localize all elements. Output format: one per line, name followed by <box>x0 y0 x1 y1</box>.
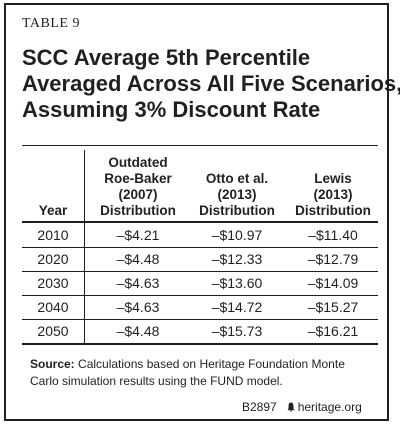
heritage-link[interactable]: heritage.org <box>297 400 362 414</box>
title-line: Averaged Across All Five Scenarios, <box>22 71 400 96</box>
source-label: Source: <box>30 357 75 371</box>
cell-lewis: –$16.21 <box>307 323 359 339</box>
row-divider <box>22 247 378 248</box>
cell-lewis: –$15.27 <box>307 299 359 315</box>
cell-lewis: –$14.09 <box>307 275 359 291</box>
cell-year: 2030 <box>37 275 69 291</box>
cell-roe-baker: –$4.63 <box>116 299 160 315</box>
report-code: B2897 <box>242 400 277 414</box>
bottom-rule <box>22 343 378 345</box>
table-row: 2020 –$4.48 –$12.33 –$12.79 <box>22 247 378 271</box>
footer: B2897 heritage.org <box>242 400 362 414</box>
table-row: 2050 –$4.48 –$15.73 –$16.21 <box>22 319 378 343</box>
header-roe-baker: Outdated Roe-Baker (2007) Distribution <box>100 155 176 218</box>
cell-lewis: –$11.40 <box>308 227 358 243</box>
cell-otto: –$14.72 <box>211 299 263 315</box>
header-rule <box>22 221 378 223</box>
cell-roe-baker: –$4.21 <box>116 227 160 243</box>
row-divider <box>22 319 378 320</box>
title-line: Assuming 3% Discount Rate <box>22 97 321 122</box>
row-divider <box>22 295 378 296</box>
cell-year: 2050 <box>37 323 69 339</box>
table-label: TABLE 9 <box>22 16 80 31</box>
title-line: SCC Average 5th Percentile <box>22 45 311 70</box>
cell-year: 2010 <box>37 227 69 243</box>
row-divider <box>22 271 378 272</box>
cell-roe-baker: –$4.63 <box>116 275 160 291</box>
cell-roe-baker: –$4.48 <box>116 251 160 267</box>
header-year: Year <box>38 203 68 218</box>
source-note: Source: Calculations based on Heritage F… <box>30 356 370 390</box>
cell-year: 2020 <box>37 251 69 267</box>
table-row: 2030 –$4.63 –$13.60 –$14.09 <box>22 271 378 295</box>
source-text: Calculations based on Heritage Foundatio… <box>30 357 345 388</box>
cell-year: 2040 <box>37 299 69 315</box>
cell-roe-baker: –$4.48 <box>116 323 160 339</box>
header-otto: Otto et al. (2013) Distribution <box>199 171 275 218</box>
table-row: 2040 –$4.63 –$14.72 –$15.27 <box>22 295 378 319</box>
cell-otto: –$15.73 <box>211 323 263 339</box>
header-lewis: Lewis (2013) Distribution <box>295 171 371 218</box>
top-rule <box>22 145 378 146</box>
table-row: 2010 –$4.21 –$10.97 –$11.40 <box>22 223 378 247</box>
cell-otto: –$13.60 <box>211 275 263 291</box>
table-title: SCC Average 5th Percentile Averaged Acro… <box>22 45 400 123</box>
table-card: TABLE 9 SCC Average 5th Percentile Avera… <box>4 3 400 421</box>
cell-otto: –$10.97 <box>211 227 263 243</box>
cell-otto: –$12.33 <box>211 251 263 267</box>
liberty-bell-icon <box>287 402 295 412</box>
cell-lewis: –$12.79 <box>307 251 359 267</box>
